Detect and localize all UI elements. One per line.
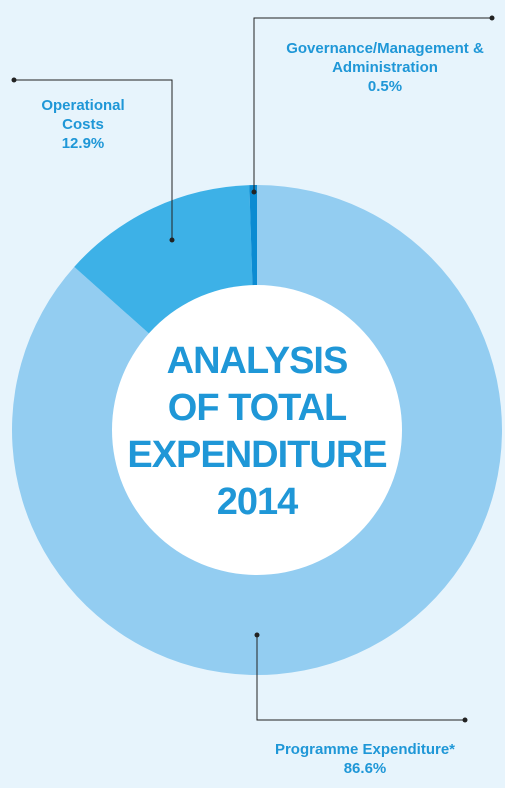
slice-label: Programme Expenditure* 86.6% [230, 740, 500, 778]
title-line: OF TOTAL [167, 387, 347, 429]
value-label: 0.5% [367, 78, 403, 95]
value-label: 86.6% [343, 760, 387, 777]
leader-lines [14, 17, 492, 721]
value-label: 12.9% [61, 135, 105, 152]
leader-dot [169, 237, 175, 243]
leader-dot [489, 15, 495, 21]
leader-dots [11, 15, 495, 723]
category-label: Programme Expenditure* [274, 741, 456, 758]
category-label: Governance/Management & Administration [286, 40, 484, 76]
leader-dot [11, 77, 17, 83]
leader-line [256, 635, 465, 721]
category-label: Operational Costs [41, 97, 125, 133]
leader-dot [254, 632, 260, 638]
title-line: EXPENDITURE [127, 434, 387, 476]
center-title: ANALYSIS OF TOTAL EXPENDITURE 2014 [107, 338, 407, 526]
title-line: ANALYSIS [166, 340, 349, 382]
slice-label: Governance/Management & Administration 0… [260, 39, 505, 96]
title-line: 2014 [216, 481, 299, 523]
leader-dot [251, 189, 257, 195]
donut-hole [112, 285, 402, 575]
leader-dot [462, 717, 468, 723]
leader-line [253, 17, 492, 192]
slice-label: Operational Costs 12.9% [28, 96, 138, 153]
leader-line [14, 79, 173, 240]
